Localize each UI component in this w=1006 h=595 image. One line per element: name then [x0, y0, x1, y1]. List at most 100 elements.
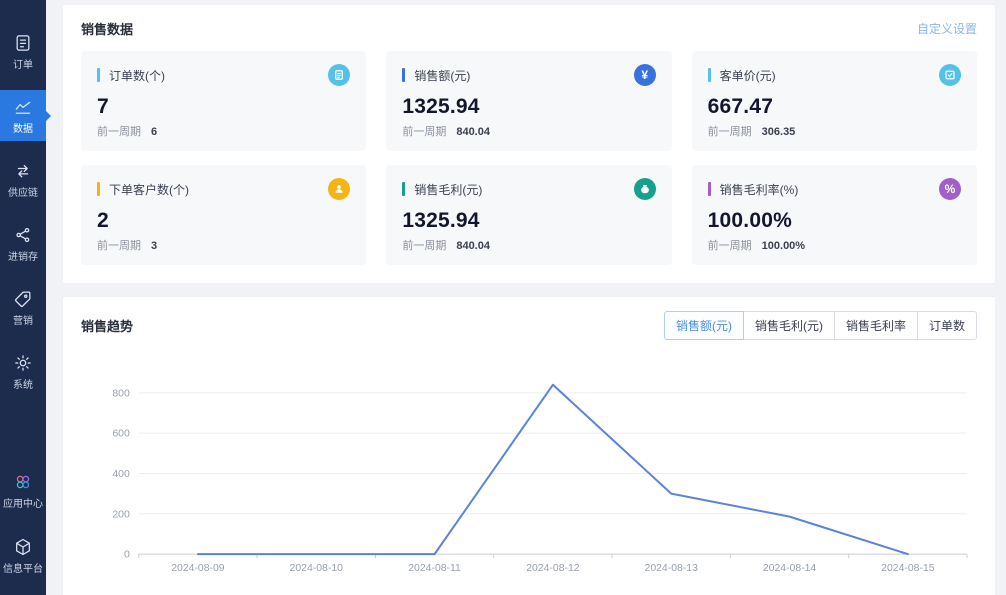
yuan-icon: ¥ — [633, 64, 656, 86]
stat-card-value: 2 — [97, 209, 109, 232]
sidebar-item-label: 供应链 — [8, 188, 38, 199]
sidebar-bottom: 应用中心 信息平台 — [0, 465, 46, 595]
sidebar-item-label: 系统 — [13, 380, 33, 391]
sidebar-item-orders[interactable]: 订单 — [0, 26, 46, 77]
x-axis-tick-label: 2024-08-10 — [290, 563, 344, 574]
stat-card-header: 下单客户数(个) — [97, 178, 351, 200]
main-content: 销售数据 自定义设置 订单数(个) 7 前一周期 6 销售额(元) ¥1325.94 前一周… — [46, 0, 1006, 595]
previous-period-label: 前一周期 — [707, 240, 752, 252]
sales-trend-header: 销售趋势 销售额(元) 销售毛利(元) 销售毛利率 订单数 — [81, 311, 977, 340]
y-axis-tick-label: 400 — [112, 469, 130, 480]
sidebar-item-supply-chain[interactable]: 供应链 — [0, 154, 46, 205]
stat-card-value: 1325.94 — [402, 209, 480, 232]
previous-period-value: 306.35 — [761, 126, 796, 138]
stat-card-previous-period: 前一周期 840.04 — [402, 123, 655, 139]
order-icon — [16, 35, 30, 51]
sidebar-item-label: 进销存 — [8, 252, 38, 263]
inventory-icon — [16, 227, 30, 243]
stat-card-header: 客单价(元) — [707, 64, 961, 86]
stat-card-order-count: 订单数(个) 7 前一周期 6 — [81, 51, 367, 151]
money-bag-icon — [633, 178, 656, 200]
x-axis-tick-label: 2024-08-09 — [171, 563, 225, 574]
stat-card-value: 1325.94 — [402, 95, 480, 118]
y-axis-tick-label: 800 — [112, 388, 130, 399]
system-gear-icon — [15, 355, 31, 371]
app-center-icon — [16, 475, 30, 489]
sidebar-item-label: 信息平台 — [3, 564, 43, 575]
percent-icon: % — [939, 178, 961, 200]
accent-bar — [707, 68, 711, 82]
stat-card-gross-profit: 销售毛利(元) 1325.94 前一周期 840.04 — [386, 165, 672, 265]
stat-card-header: 销售毛利率(%)% — [707, 178, 961, 200]
stat-card-title: 客单价(元) — [719, 68, 776, 83]
stat-cards-grid: 订单数(个) 7 前一周期 6 销售额(元) ¥1325.94 前一周期 840.04 客单价(… — [81, 51, 977, 265]
previous-period-value: 6 — [151, 126, 158, 138]
previous-period-label: 前一周期 — [402, 126, 447, 138]
supply-chain-icon — [17, 164, 29, 178]
sidebar: 订单数据供应链进销存营销系统 应用中心信息平台 — [0, 0, 51, 595]
sidebar-item-inventory[interactable]: 进销存 — [0, 218, 46, 269]
sidebar-item-label: 数据 — [13, 124, 33, 135]
stat-card-sales-amount: 销售额(元) ¥1325.94 前一周期 840.04 — [386, 51, 672, 151]
stat-card-previous-period: 前一周期 306.35 — [708, 123, 961, 139]
x-axis-tick-label: 2024-08-15 — [881, 563, 935, 574]
stat-card-title: 销售额(元) — [414, 68, 471, 83]
trend-tab-order-count[interactable]: 订单数 — [916, 311, 977, 340]
sidebar-item-info-platform[interactable]: 信息平台 — [0, 530, 46, 581]
previous-period-value: 3 — [151, 240, 158, 252]
sidebar-item-label: 应用中心 — [3, 499, 43, 510]
previous-period-label: 前一周期 — [402, 240, 447, 252]
trend-tab-gross-profit[interactable]: 销售毛利(元) — [742, 311, 835, 340]
sidebar-item-app-center[interactable]: 应用中心 — [0, 465, 46, 516]
sidebar-item-marketing[interactable]: 营销 — [0, 282, 46, 333]
y-axis-tick-label: 0 — [124, 550, 130, 561]
stat-card-value: 100.00% — [707, 209, 792, 232]
custom-settings-link[interactable]: 自定义设置 — [916, 22, 977, 36]
stat-card-title: 销售毛利率(%) — [719, 182, 799, 197]
x-axis-tick-label: 2024-08-11 — [408, 563, 461, 574]
accent-bar — [707, 182, 711, 196]
stat-card-header: 销售额(元) ¥ — [402, 64, 656, 86]
trend-tab-profit-rate[interactable]: 销售毛利率 — [833, 311, 918, 340]
y-axis-tick-label: 200 — [112, 509, 130, 520]
stat-card-value: 7 — [97, 95, 109, 118]
stat-card-previous-period: 前一周期 3 — [97, 237, 350, 253]
sales-trend-title: 销售趋势 — [81, 319, 134, 334]
person-icon — [328, 178, 351, 200]
y-axis-tick-label: 600 — [112, 429, 130, 440]
check-card-icon — [939, 64, 961, 86]
order-doc-icon — [328, 64, 351, 86]
sidebar-nav: 订单数据供应链进销存营销系统 — [0, 26, 51, 465]
marketing-tag-icon — [15, 291, 31, 307]
previous-period-label: 前一周期 — [97, 126, 141, 138]
x-axis-tick-label: 2024-08-12 — [526, 563, 580, 574]
previous-period-value: 840.04 — [456, 126, 490, 138]
stat-card-previous-period: 前一周期 840.04 — [402, 237, 655, 253]
stat-card-previous-period: 前一周期 6 — [97, 123, 350, 139]
stat-card-title: 订单数(个) — [109, 68, 165, 83]
trend-metric-tabs: 销售额(元) 销售毛利(元) 销售毛利率 订单数 — [663, 311, 977, 340]
accent-bar — [97, 182, 100, 196]
trend-chart: 0 200 400 600 800 2024-08-09 2024-08-10 2024-08… — [112, 383, 968, 574]
sales-trend-panel: 销售趋势 销售额(元) 销售毛利(元) 销售毛利率 订单数 0 200 400 600 800… — [62, 296, 996, 595]
trend-line-series — [196, 383, 909, 556]
stat-card-value: 667.47 — [707, 95, 774, 118]
sidebar-item-system[interactable]: 系统 — [0, 346, 46, 397]
x-axis-tick-label: 2024-08-13 — [645, 563, 699, 574]
stat-card-title: 销售毛利(元) — [414, 182, 483, 197]
stat-card-header: 订单数(个) — [97, 64, 351, 86]
sales-data-panel: 销售数据 自定义设置 订单数(个) 7 前一周期 6 销售额(元) ¥1325.94 前一周… — [62, 4, 996, 284]
trend-tab-sales-amount[interactable]: 销售额(元) — [663, 311, 744, 340]
trend-chart-area: 0 200 400 600 800 2024-08-09 2024-08-10 2024-08… — [81, 359, 977, 588]
accent-bar — [402, 68, 406, 82]
previous-period-label: 前一周期 — [97, 240, 141, 252]
sidebar-item-label: 营销 — [13, 316, 33, 327]
stat-card-header: 销售毛利(元) — [402, 178, 656, 200]
sales-data-title: 销售数据 — [81, 22, 134, 37]
sidebar-item-data[interactable]: 数据 — [0, 90, 51, 141]
stat-card-profit-rate: 销售毛利率(%)% 100.00% 前一周期 100.00% — [691, 165, 977, 265]
sidebar-item-label: 订单 — [13, 60, 33, 71]
x-axis-tick-label: 2024-08-14 — [763, 563, 817, 574]
stat-card-avg-price: 客单价(元) 667.47 前一周期 306.35 — [691, 51, 977, 151]
previous-period-value: 840.04 — [456, 240, 490, 252]
